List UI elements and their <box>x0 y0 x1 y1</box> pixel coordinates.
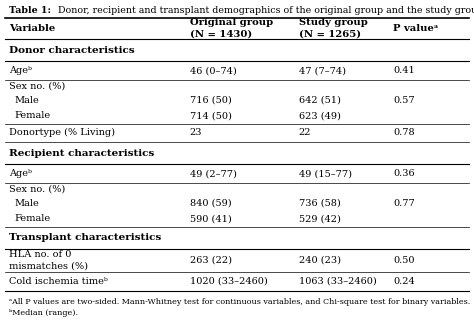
Text: 1020 (33–2460): 1020 (33–2460) <box>190 277 267 286</box>
Text: (N = 1265): (N = 1265) <box>299 30 361 39</box>
Text: 714 (50): 714 (50) <box>190 111 231 120</box>
Text: (N = 1430): (N = 1430) <box>190 30 252 39</box>
Text: 590 (41): 590 (41) <box>190 214 231 223</box>
Text: HLA no. of 0: HLA no. of 0 <box>9 250 72 259</box>
Text: 0.24: 0.24 <box>393 277 415 286</box>
Text: 716 (50): 716 (50) <box>190 96 231 105</box>
Text: Study group: Study group <box>299 18 367 27</box>
Text: 0.78: 0.78 <box>393 128 415 137</box>
Text: 736 (58): 736 (58) <box>299 199 340 208</box>
Text: Recipient characteristics: Recipient characteristics <box>9 149 155 158</box>
Text: 23: 23 <box>190 128 202 137</box>
Text: Ageᵇ: Ageᵇ <box>9 66 32 75</box>
Text: Transplant characteristics: Transplant characteristics <box>9 233 162 242</box>
Text: 1063 (33–2460): 1063 (33–2460) <box>299 277 376 286</box>
Text: 49 (2–77): 49 (2–77) <box>190 169 237 178</box>
Text: Donor characteristics: Donor characteristics <box>9 46 135 55</box>
Text: Female: Female <box>14 214 50 223</box>
Text: Cold ischemia timeᵇ: Cold ischemia timeᵇ <box>9 277 108 286</box>
Text: 47 (7–74): 47 (7–74) <box>299 66 346 75</box>
Text: 49 (15–77): 49 (15–77) <box>299 169 352 178</box>
Text: 0.57: 0.57 <box>393 96 415 105</box>
Text: mismatches (%): mismatches (%) <box>9 262 89 271</box>
Text: Original group: Original group <box>190 18 273 27</box>
Text: Ageᵇ: Ageᵇ <box>9 169 32 178</box>
Text: P valueᵃ: P valueᵃ <box>393 24 439 33</box>
Text: 642 (51): 642 (51) <box>299 96 340 105</box>
Text: Sex no. (%): Sex no. (%) <box>9 82 66 91</box>
Text: 240 (23): 240 (23) <box>299 256 341 265</box>
Text: 529 (42): 529 (42) <box>299 214 340 223</box>
Text: Male: Male <box>14 199 39 208</box>
Text: Donortype (% Living): Donortype (% Living) <box>9 128 116 137</box>
Text: 840 (59): 840 (59) <box>190 199 231 208</box>
Text: 263 (22): 263 (22) <box>190 256 232 265</box>
Text: 46 (0–74): 46 (0–74) <box>190 66 237 75</box>
Text: 623 (49): 623 (49) <box>299 111 340 120</box>
Text: 0.50: 0.50 <box>393 256 415 265</box>
Text: Female: Female <box>14 111 50 120</box>
Text: ᵇMedian (range).: ᵇMedian (range). <box>9 309 79 317</box>
Text: 0.77: 0.77 <box>393 199 415 208</box>
Text: 22: 22 <box>299 128 311 137</box>
Text: 0.36: 0.36 <box>393 169 415 178</box>
Text: Sex no. (%): Sex no. (%) <box>9 185 66 194</box>
Text: Table 1:: Table 1: <box>9 6 52 15</box>
Text: Variable: Variable <box>9 24 56 33</box>
Text: Donor, recipient and transplant demographics of the original group and the study: Donor, recipient and transplant demograp… <box>55 6 474 15</box>
Text: ᵃAll P values are two-sided. Mann-Whitney test for continuous variables, and Chi: ᵃAll P values are two-sided. Mann-Whitne… <box>9 298 471 306</box>
Text: Male: Male <box>14 96 39 105</box>
Text: 0.41: 0.41 <box>393 66 415 75</box>
